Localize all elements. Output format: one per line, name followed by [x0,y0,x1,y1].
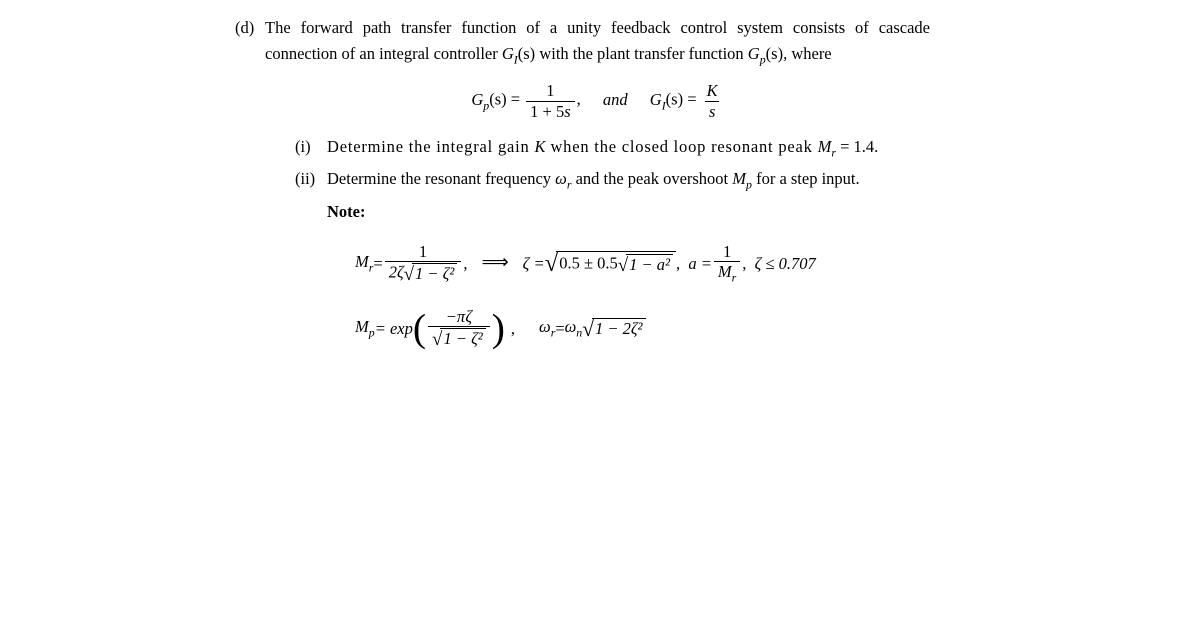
eq1-s: s [705,101,719,120]
sub-ii-b: and the peak overshoot [571,169,732,188]
eq1-and: and [585,90,646,109]
sub-i-eq: = 1.4. [836,137,878,156]
f2-den-rad: 1 − ζ² [440,328,485,349]
lparen-icon: ( [413,311,426,347]
subitem-ii-body: Determine the resonant frequency ωr and … [327,166,930,194]
sublist: (i) Determine the integral gain K when t… [295,134,930,350]
sub-i-K: K [535,137,546,156]
intro-text-2: with the plant transfer function [535,44,748,63]
subitem-i: (i) Determine the integral gain K when t… [295,134,930,162]
f1-den-a: 2ζ [389,262,404,281]
f1-a-den: Mr [714,261,740,284]
sub-i-b: when the closed loop resonant peak [546,137,818,156]
subitem-i-label: (i) [295,134,327,160]
f1-rad-outer: 0.5 ± 0.5 [559,253,618,272]
display-equation-1: Gp(s) = 1 1 + 5s , and GI(s) = K s [265,82,930,120]
eq1-arg1: (s) = [489,90,524,109]
subitem-ii-label: (ii) [295,166,327,192]
sub-ii-wr: ω [555,169,567,188]
eq1-den1: 1 + 5s [530,102,570,121]
f2-den: √1 − ζ² [428,326,490,349]
f1-Mr: M [355,252,369,271]
f1-rad-inner: 1 − a² [626,254,673,275]
eq1-gp: G [471,90,483,109]
f2-rad: 1 − 2ζ² [592,318,646,339]
sub-i-Mr: M [818,137,832,156]
eq1-frac1: 1 1 + 5s [526,82,574,120]
gp-arg: (s) [766,44,783,63]
f1-a-den-sub: r [732,271,737,285]
sub-ii-Mp: M [732,169,746,188]
eq1-num1: 1 [542,82,558,100]
sub-ii-c: for a step input. [752,169,860,188]
intro-text-3: , where [783,44,832,63]
note-label: Note: [327,199,930,225]
sub-i-a: Determine the integral gain [327,137,535,156]
f2-frac: −πζ √1 − ζ² [428,308,490,349]
formula-row-1: Mr = 1 2ζ√1 − ζ² , ⟹ ζ = √ 0.5 [355,243,930,284]
eq1-frac2: K s [703,82,722,120]
f1-den: 2ζ√1 − ζ² [385,261,462,284]
f1-a-frac: 1 Mr [714,243,740,284]
eq1-gi: G [650,90,662,109]
f1-num: 1 [415,243,431,261]
f2-sqrt: √1 − 2ζ² [582,318,645,339]
f2-wn: ω [565,317,577,336]
formula-row-2: Mp = exp ( −πζ √1 − ζ² ) , ωr = [355,308,930,349]
f1-a-den-m: M [718,262,732,281]
rparen-icon: ) [492,311,505,347]
f2-Mp: M [355,317,369,336]
f2-wr: ω [539,317,551,336]
f1-outer-sqrt: √ 0.5 ± 0.5√1 − a² [545,251,676,276]
eq1-K: K [703,82,722,100]
eq1-arg2: (s) = [666,90,701,109]
part-d-body: The forward path transfer function of a … [265,15,930,373]
problem-container: (d) The forward path transfer function o… [235,15,930,373]
f1-cond: ζ ≤ 0.707 [755,253,816,274]
f1-den-rad: 1 − ζ² [412,263,457,284]
f1-frac: 1 2ζ√1 − ζ² [385,243,462,284]
f1-eq: = [373,253,382,274]
subitem-ii: (ii) Determine the resonant frequency ωr… [295,166,930,194]
part-d: (d) The forward path transfer function o… [235,15,930,373]
implies-arrow: ⟹ [467,251,522,276]
f1-a-num: 1 [719,243,735,261]
f1-a: a = [688,253,712,274]
formula-block: Mr = 1 2ζ√1 − ζ² , ⟹ ζ = √ 0.5 [355,243,930,350]
subitem-i-body: Determine the integral gain K when the c… [327,134,930,162]
sub-ii-a: Determine the resonant frequency [327,169,555,188]
f2-eq: = exp [375,318,413,339]
gi-sym: G [502,44,514,63]
f2-num: −πζ [442,308,476,326]
gp-sym: G [748,44,760,63]
gi-arg: (s) [518,44,535,63]
f1-zeta: ζ = [523,253,545,274]
part-d-label: (d) [235,15,265,41]
